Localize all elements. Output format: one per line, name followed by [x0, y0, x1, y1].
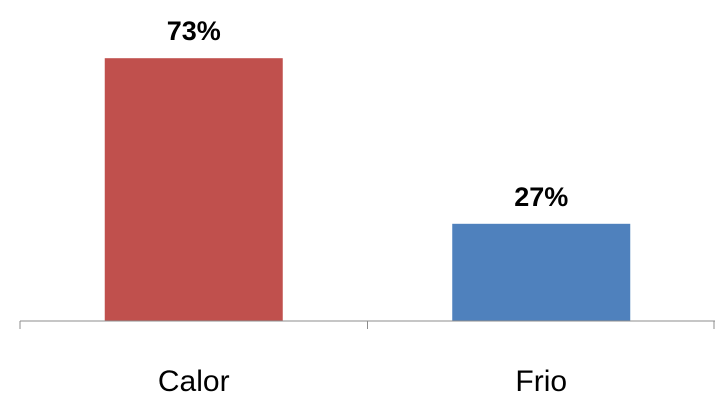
- x-tick-label-calor: Calor: [158, 365, 230, 395]
- x-tick-label-frio: Frio: [515, 365, 567, 395]
- x-axis: Calor Frio: [19, 320, 715, 395]
- bar-calor: [104, 58, 283, 321]
- bars-group: [104, 58, 631, 321]
- data-labels-group: 73% 27%: [167, 16, 569, 212]
- data-label-frio: 27%: [514, 182, 568, 212]
- bar-frio: [452, 223, 631, 321]
- data-label-calor: 73%: [167, 16, 221, 46]
